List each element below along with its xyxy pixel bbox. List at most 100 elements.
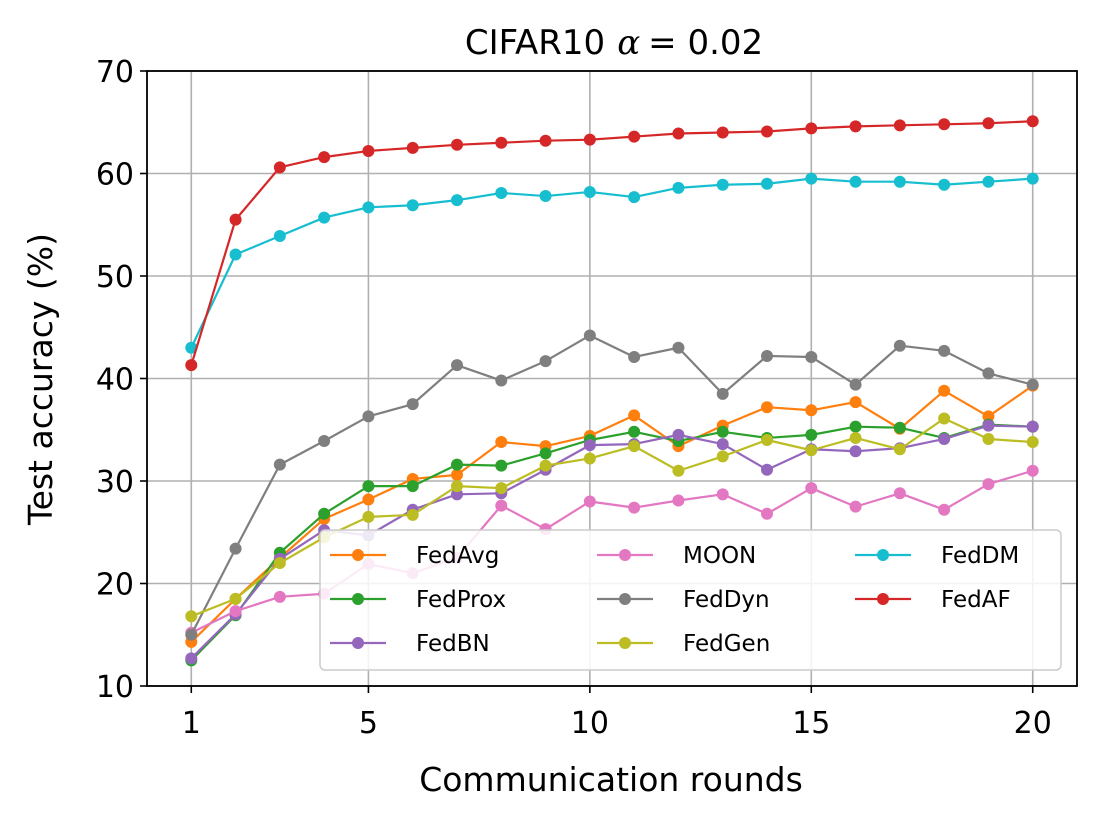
data-point-feddm — [628, 191, 641, 204]
x-tick-label: 15 — [792, 706, 830, 741]
legend-box — [319, 529, 1062, 671]
data-point-fedbn — [583, 439, 596, 452]
legend-label: FedBN — [416, 631, 490, 657]
data-point-fedavg — [938, 384, 951, 397]
data-point-feddm — [185, 341, 198, 354]
data-point-fedaf — [451, 138, 463, 151]
data-point-feddm — [495, 186, 508, 199]
data-point-fedaf — [672, 127, 685, 140]
data-point-fedprox — [539, 447, 552, 460]
data-point-fedprox — [805, 428, 818, 441]
data-point-feddyn — [539, 355, 552, 368]
data-point-fedprox — [849, 420, 862, 433]
data-point-fedaf — [982, 117, 995, 130]
legend-label: FedProx — [416, 587, 506, 613]
data-point-feddm — [1026, 172, 1039, 185]
data-point-feddm — [229, 248, 242, 261]
data-point-feddm — [318, 211, 331, 224]
title-alpha-symbol: α — [617, 23, 640, 63]
data-point-feddyn — [229, 542, 242, 555]
data-point-fedbn — [982, 419, 995, 432]
data-point-feddm — [273, 230, 286, 243]
data-point-fedavg — [451, 468, 463, 481]
data-point-feddm — [938, 178, 951, 191]
data-point-feddyn — [672, 341, 685, 354]
data-point-feddm — [583, 185, 596, 198]
data-point-feddm — [761, 177, 773, 190]
data-point-feddyn — [893, 339, 906, 352]
data-point-fedbn — [849, 445, 862, 458]
data-point-fedgen — [583, 452, 596, 465]
data-point-feddm — [805, 172, 818, 185]
series-feddm — [185, 172, 1039, 354]
legend-label: FedAvg — [416, 543, 499, 569]
legend-marker — [352, 549, 364, 561]
legend-label: FedAF — [941, 587, 1011, 613]
series-layer — [185, 115, 1039, 667]
data-point-fedaf — [362, 144, 375, 157]
legend-entry-fedavg: FedAvg — [330, 543, 499, 569]
data-point-fedgen — [362, 510, 375, 523]
data-point-fedbn — [185, 652, 198, 665]
data-point-fedgen — [628, 440, 641, 453]
data-point-feddyn — [1026, 378, 1039, 391]
data-point-moon — [583, 495, 596, 508]
data-point-moon — [716, 488, 729, 501]
data-point-feddm — [539, 190, 552, 203]
data-point-fedgen — [273, 557, 286, 569]
data-point-feddyn — [982, 367, 995, 380]
data-point-fedgen — [185, 610, 198, 623]
x-tick-label: 5 — [359, 706, 378, 741]
data-point-moon — [229, 605, 242, 618]
data-point-fedavg — [495, 436, 508, 449]
legend-marker — [877, 593, 889, 605]
legend-label: MOON — [683, 543, 756, 569]
legend-entry-moon: MOON — [597, 543, 756, 569]
data-point-moon — [893, 487, 906, 500]
data-point-fedgen — [761, 434, 773, 446]
data-point-fedbn — [1026, 420, 1039, 433]
series-line-feddm — [190, 177, 1033, 349]
data-point-fedprox — [362, 480, 375, 493]
data-point-fedgen — [938, 412, 951, 425]
data-point-fedgen — [1026, 436, 1039, 449]
data-point-feddyn — [805, 350, 818, 363]
data-point-fedavg — [362, 493, 375, 506]
data-point-feddyn — [406, 398, 419, 411]
data-point-feddyn — [716, 387, 729, 400]
x-tick-label: 10 — [571, 706, 609, 741]
data-point-fedaf — [716, 126, 729, 139]
series-line-feddyn — [190, 334, 1033, 636]
data-point-moon — [273, 590, 286, 603]
data-point-fedavg — [628, 409, 641, 422]
y-tick-label: 50 — [96, 260, 134, 295]
data-point-feddyn — [451, 359, 463, 372]
y-tick-label: 30 — [96, 465, 134, 500]
legend-entry-fedbn: FedBN — [330, 631, 490, 657]
legend-marker — [619, 637, 631, 649]
y-tick-label: 10 — [96, 670, 134, 705]
data-point-feddm — [362, 201, 375, 214]
data-point-fedaf — [318, 151, 331, 164]
data-point-fedgen — [495, 482, 508, 495]
data-point-fedprox — [893, 421, 906, 434]
data-point-fedgen — [672, 464, 685, 477]
legend-entry-fedprox: FedProx — [330, 587, 506, 613]
x-tick-label: 20 — [1014, 706, 1052, 741]
data-point-feddm — [982, 175, 995, 188]
data-point-fedprox — [495, 459, 508, 472]
data-point-fedaf — [539, 134, 552, 147]
x-axis-label: Communication rounds — [419, 760, 803, 799]
data-point-feddyn — [761, 349, 773, 362]
data-point-feddyn — [583, 329, 596, 342]
data-point-fedaf — [805, 122, 818, 135]
data-point-fedgen — [451, 480, 463, 493]
data-point-fedaf — [761, 125, 773, 138]
data-point-fedprox — [451, 458, 463, 471]
y-tick-label: 20 — [96, 568, 134, 603]
data-point-moon — [628, 501, 641, 514]
series-line-fedaf — [190, 120, 1033, 366]
